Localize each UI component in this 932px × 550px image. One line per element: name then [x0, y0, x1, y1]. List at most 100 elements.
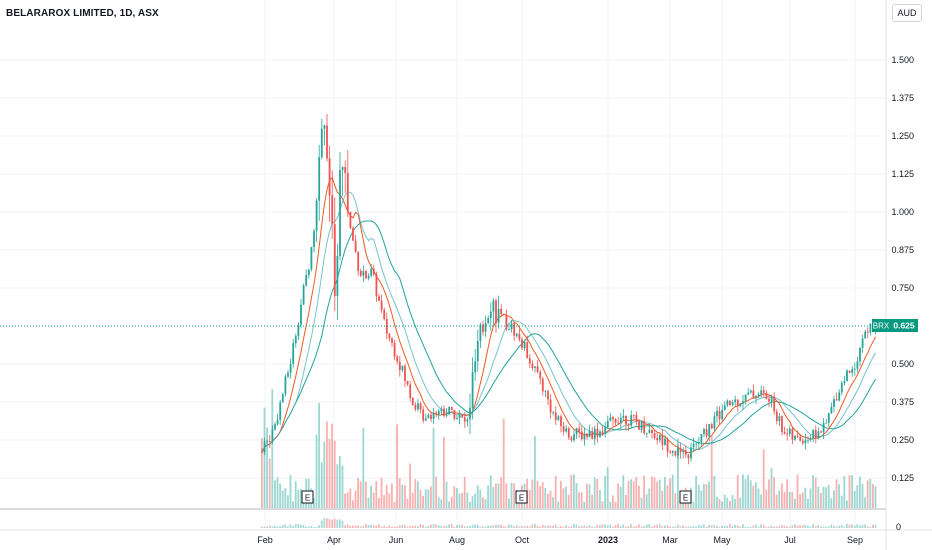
volume-bar [318, 402, 320, 508]
candle-body [656, 438, 659, 441]
time-axis[interactable]: Feb Apr Jun Aug Oct 2023 Mar May Jul Sep [257, 535, 863, 545]
price-tick: 1.125 [891, 169, 914, 179]
volume-bar [419, 489, 422, 508]
indicator-bar [300, 524, 302, 528]
indicator-bar [648, 524, 651, 528]
earnings-marker[interactable]: E [301, 490, 314, 504]
candle-body [729, 400, 731, 406]
indicator-bar [609, 524, 612, 528]
candle-body [445, 414, 448, 416]
earnings-marker[interactable]: E [679, 490, 692, 504]
candle-body [528, 357, 531, 364]
indicator-bar [497, 524, 500, 528]
candle-body [320, 128, 323, 158]
candle-body [622, 415, 625, 418]
time-tick: Feb [257, 535, 273, 545]
indicator-bar [326, 518, 328, 528]
candle-body [718, 410, 721, 420]
volume-bar [604, 475, 606, 508]
candle-body [593, 428, 596, 439]
volume-bar [723, 494, 726, 508]
candle-body [336, 255, 339, 297]
volume-bar [827, 484, 830, 508]
candle-body [367, 275, 370, 279]
candle-body [549, 399, 552, 413]
candle-body [614, 419, 617, 423]
indicator-bar [653, 525, 656, 528]
indicator-bar [583, 525, 586, 528]
indicator-bar [313, 526, 315, 528]
volume-bar [786, 479, 788, 508]
indicator-bar [856, 524, 859, 528]
volume-bar [575, 483, 578, 508]
volume-bar [648, 488, 651, 508]
indicator-bar [729, 524, 731, 528]
volume-bar [289, 474, 292, 508]
volume-bar [710, 435, 713, 508]
volume-bar [544, 487, 547, 508]
volume-bar [513, 483, 515, 508]
candle-body [289, 363, 292, 373]
indicator-bar [825, 526, 827, 528]
candle-body [552, 412, 555, 414]
indicator-bar [274, 525, 276, 528]
indicator-bar [599, 525, 601, 528]
indicator-bar [463, 526, 466, 528]
volume-bar [346, 492, 349, 508]
candle-body [500, 308, 503, 314]
candle-body [768, 398, 770, 402]
volume-bar [341, 465, 344, 508]
indicator-bar [320, 520, 323, 528]
volume-bar [281, 490, 284, 508]
indicator-bar [502, 526, 505, 528]
candle-body [305, 275, 308, 286]
indicator-bar [682, 525, 684, 528]
candle-body [630, 415, 633, 426]
indicator-bar [362, 525, 365, 528]
indicator-bar [422, 524, 424, 528]
volume-bar [411, 492, 414, 508]
candle-body [430, 414, 432, 419]
volume-bar [458, 493, 461, 508]
volume-bar [471, 496, 474, 508]
indicator-bar [450, 524, 453, 528]
candle-body [380, 300, 383, 310]
candle-body [690, 447, 692, 459]
volume-bar [739, 497, 742, 508]
earnings-marker[interactable]: E [515, 490, 528, 504]
indicator-bar [435, 524, 437, 528]
candle-body [391, 338, 393, 343]
indicator-bar [640, 526, 643, 528]
indicator-bar [687, 526, 690, 528]
indicator-bar [622, 524, 625, 528]
indicator-bar [755, 524, 757, 528]
volume-bar [352, 500, 354, 508]
candle-body [541, 378, 544, 392]
volume-bar [383, 495, 385, 508]
indicator-bar [679, 526, 682, 528]
volume-bar [502, 418, 505, 508]
volume-bar [864, 497, 866, 508]
candle-body [443, 408, 445, 416]
candle-body [827, 413, 830, 423]
candle-body [794, 435, 796, 440]
candle-body [508, 329, 510, 330]
volume-bar [731, 495, 734, 508]
volume-bar [757, 488, 760, 508]
price-axis[interactable]: 1.500 1.375 1.250 1.125 1.000 0.875 0.75… [891, 55, 914, 483]
indicator-bar [721, 526, 723, 528]
volume-bar [320, 462, 323, 508]
last-price-badge[interactable]: BRX 0.625 [872, 319, 918, 332]
candle-body [635, 415, 638, 422]
candle-body [341, 167, 344, 170]
indicator-bar [817, 525, 820, 528]
volume-bar [578, 492, 580, 508]
indicator-bar [284, 524, 287, 528]
currency-button[interactable]: AUD [892, 4, 922, 22]
indicator-bar [848, 524, 851, 528]
candle-body [526, 342, 529, 358]
volume-bar [856, 485, 859, 508]
indicator-bar [846, 524, 848, 528]
candle-body [432, 412, 435, 419]
